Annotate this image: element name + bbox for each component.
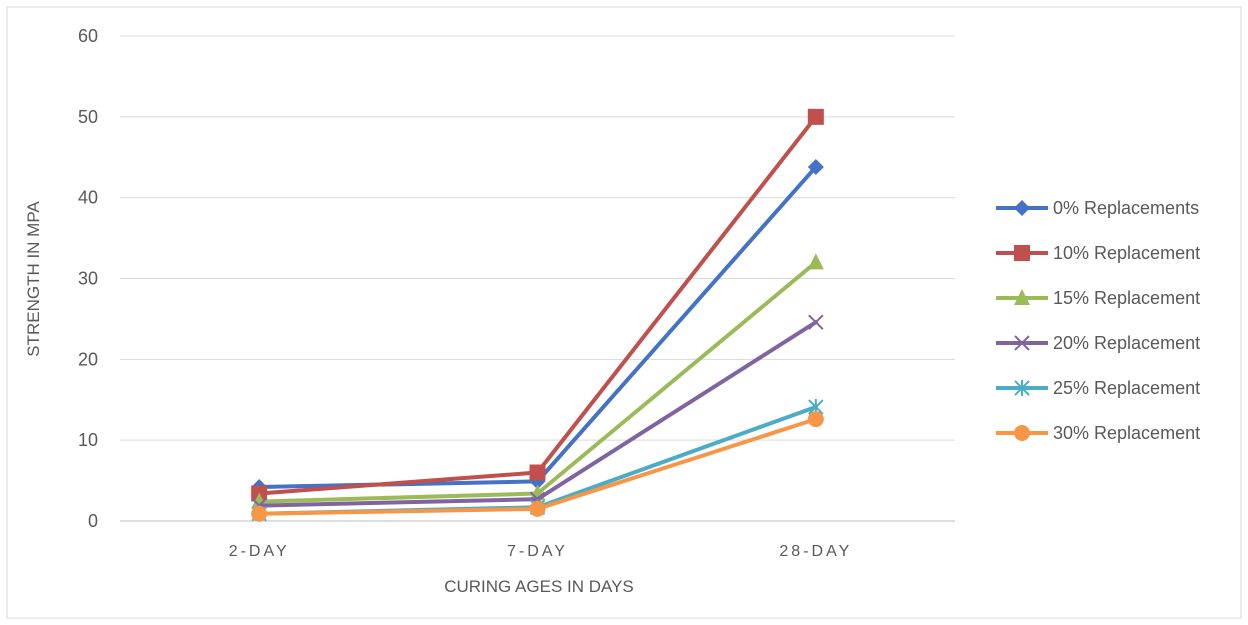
- legend-label: 20% Replacement: [1053, 333, 1200, 353]
- data-point: [807, 108, 824, 125]
- y-tick-label: 50: [78, 107, 98, 127]
- legend: 0% Replacements 10% Replacement 15% Replac…: [996, 198, 1200, 443]
- legend-item: 30% Replacement: [996, 423, 1200, 443]
- data-point: [807, 158, 824, 175]
- chart-border: [6, 6, 1242, 619]
- y-tick-label: 20: [78, 349, 98, 369]
- legend-item: 15% Replacement: [996, 288, 1200, 308]
- y-axis-tick-labels: 0 10 20 30 40 50 60: [78, 26, 98, 531]
- x-tick-label: 7-DAY: [507, 543, 568, 560]
- legend-marker: [1014, 200, 1030, 216]
- legend-item: 25% Replacement: [996, 378, 1200, 398]
- x-axis-title: CURING AGES IN DAYS: [444, 577, 634, 596]
- data-point: [807, 411, 824, 428]
- legend-marker: [1014, 335, 1030, 351]
- x-tick-label: 2-DAY: [229, 543, 290, 560]
- series-6: [251, 411, 824, 522]
- data-point: [529, 464, 546, 481]
- x-tick-label: 28-DAY: [779, 543, 852, 560]
- data-point: [808, 314, 824, 330]
- legend-label: 30% Replacement: [1053, 423, 1200, 443]
- legend-label: 15% Replacement: [1053, 288, 1200, 308]
- y-tick-label: 60: [78, 26, 98, 46]
- data-point: [529, 500, 546, 517]
- y-axis-title: STRENGTH IN MPA: [24, 201, 43, 357]
- legend-marker: [1014, 380, 1030, 396]
- y-tick-label: 10: [78, 430, 98, 450]
- data-point: [807, 253, 824, 270]
- legend-marker: [1014, 425, 1030, 441]
- legend-item: 20% Replacement: [996, 333, 1200, 353]
- data-point: [251, 505, 268, 522]
- legend-marker: [1014, 289, 1030, 305]
- y-tick-label: 40: [78, 188, 98, 208]
- legend-item: 0% Replacements: [996, 198, 1199, 218]
- y-tick-label: 30: [78, 269, 98, 289]
- series-lines: [251, 108, 824, 522]
- legend-label: 25% Replacement: [1053, 378, 1200, 398]
- gridlines: [120, 35, 955, 522]
- legend-item: 10% Replacement: [996, 243, 1200, 263]
- legend-marker: [1014, 245, 1030, 261]
- x-axis-tick-labels: 2-DAY 7-DAY 28-DAY: [229, 543, 852, 560]
- y-tick-label: 0: [88, 511, 98, 531]
- legend-label: 0% Replacements: [1053, 198, 1199, 218]
- legend-label: 10% Replacement: [1053, 243, 1200, 263]
